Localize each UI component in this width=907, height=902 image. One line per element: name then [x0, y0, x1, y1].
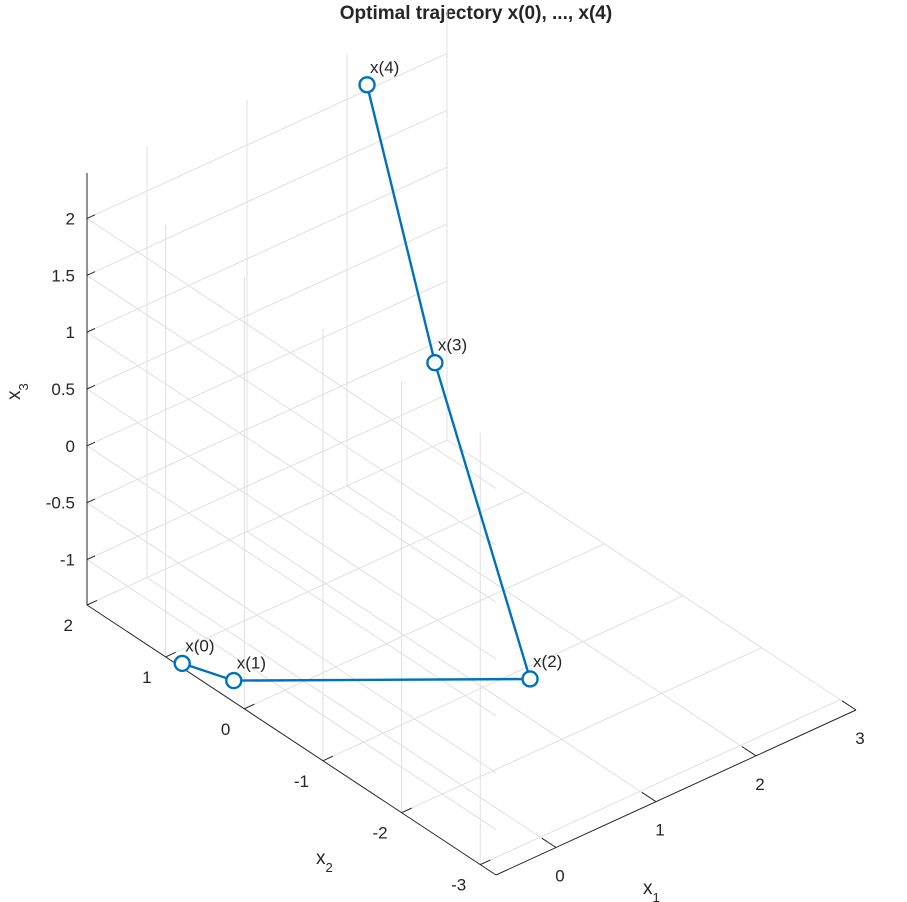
x1-tick-label: 0: [555, 867, 564, 886]
x3-tick-label: -0.5: [46, 494, 75, 513]
x3-axis-label: x3: [4, 383, 31, 400]
trajectory-point: [426, 354, 444, 372]
x2-tick-label: -3: [451, 876, 466, 895]
x2-tick-mark: [244, 703, 255, 710]
x2-tick-label: 0: [221, 720, 230, 739]
point-label: x(4): [370, 58, 399, 77]
x1-tick-label: 2: [755, 775, 764, 794]
grid-line: [86, 502, 497, 774]
x3-tick-label: -1: [60, 551, 75, 570]
point-label: x(3): [438, 336, 467, 355]
trajectory-point: [173, 654, 191, 673]
axes: [86, 173, 857, 876]
x3-tick-mark: [86, 441, 96, 447]
x3-tick-mark: [86, 328, 96, 333]
x1-tick-mark: [741, 746, 757, 757]
trajectory-point: [521, 670, 539, 688]
x1-axis-label: x1: [643, 878, 660, 902]
x3-tick-mark: [86, 271, 96, 276]
x3-tick-label: 0: [66, 437, 75, 456]
grid-line: [86, 280, 448, 447]
x2-tick-mark: [401, 807, 412, 814]
trajectory-series: x(0) x(1) x(2) x(3) x(4): [173, 58, 562, 690]
x2-tick-mark: [322, 755, 334, 762]
trajectory-point: [358, 76, 376, 94]
x1-tick-mark: [841, 700, 857, 711]
x2-tick-mark: [165, 651, 176, 658]
tick-labels: 0 1 2 3 -3 -2 -1 0 1 2 -1 -0.5 0 0.5 1 1.5 2: [46, 209, 865, 894]
x3-tick-mark: [86, 384, 96, 390]
x3-tick-mark: [86, 498, 96, 504]
x2-axis-line: [86, 604, 497, 876]
grid-line: [86, 559, 497, 830]
x3-tick-label: 1: [66, 323, 75, 342]
grid-line: [86, 53, 448, 219]
x2-tick-label: 2: [64, 616, 73, 635]
grid-line: [346, 485, 757, 757]
grid-line: [146, 577, 557, 848]
x2-tick-mark: [480, 859, 491, 866]
grid-line: [86, 274, 497, 546]
trajectory-line: [181, 84, 532, 682]
grid-line: [86, 223, 448, 390]
x1-tick-mark: [641, 791, 657, 803]
x2-tick-mark: [86, 599, 98, 606]
x1-tick-label: 1: [655, 821, 664, 840]
point-label: x(0): [185, 636, 214, 655]
x2-tick-label: 1: [142, 668, 151, 687]
grid-line: [86, 445, 497, 717]
grid-line: [86, 439, 448, 606]
grid-line: [86, 394, 448, 560]
grid-line: [86, 337, 448, 504]
grid-lines: [86, 8, 857, 866]
grid-line: [86, 218, 497, 489]
x2-axis-label: x2: [316, 848, 333, 875]
grid-line: [480, 699, 841, 866]
x2-tick-label: -2: [372, 824, 387, 843]
grid-line: [246, 531, 657, 803]
x1-axis-line: [495, 709, 857, 876]
x3-tick-label: 1.5: [51, 266, 75, 285]
grid-line: [244, 543, 605, 710]
grid-line: [86, 109, 448, 276]
grid-line: [401, 647, 762, 814]
grid-line: [86, 331, 497, 603]
x3-tick-label: 0.5: [51, 380, 75, 399]
grid-line: [86, 388, 497, 660]
trajectory-point: [225, 671, 243, 690]
x2-tick-label: -1: [294, 772, 309, 791]
grid-line: [86, 166, 448, 333]
x1-tick-mark: [541, 837, 557, 848]
x1-tick-label: 3: [855, 729, 864, 748]
chart-title: Optimal trajectory x(0), ..., x(4): [340, 3, 612, 24]
grid-line: [165, 491, 526, 658]
point-label: x(1): [237, 654, 266, 673]
x3-tick-label: 2: [66, 209, 75, 228]
grid-line: [446, 439, 857, 711]
point-label: x(2): [533, 652, 562, 671]
x3-tick-mark: [86, 555, 96, 560]
x3-tick-mark: [86, 214, 96, 219]
